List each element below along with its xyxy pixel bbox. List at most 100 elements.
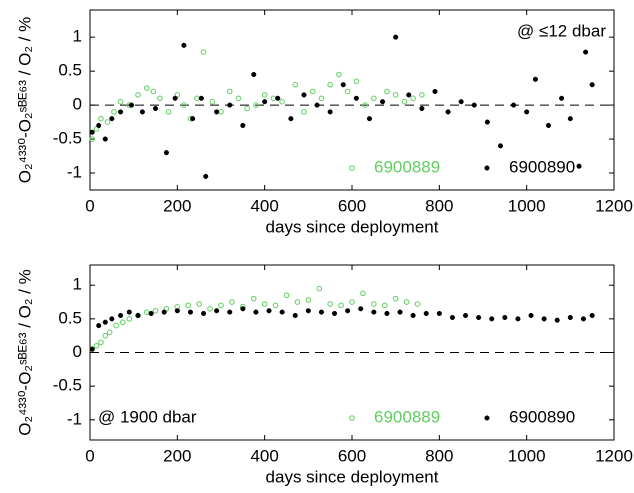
data-point <box>214 308 220 314</box>
y-tick-label: -1 <box>67 163 82 182</box>
data-point <box>181 102 187 108</box>
data-point <box>589 312 595 319</box>
data-point <box>511 102 517 108</box>
data-point <box>118 109 124 115</box>
data-point <box>203 173 209 179</box>
data-point <box>384 310 390 317</box>
data-point <box>279 309 285 315</box>
data-point <box>338 302 344 309</box>
data-point <box>198 95 204 101</box>
data-point <box>318 309 324 315</box>
data-point <box>253 102 259 108</box>
data-point <box>261 301 268 307</box>
data-point <box>360 290 366 297</box>
data-point <box>93 342 100 349</box>
data-point <box>196 301 202 307</box>
data-point <box>250 295 257 302</box>
legend-label: 6900889 <box>374 407 440 426</box>
y-axis-label: O₂⁴³³⁰-O₂ˢᴮᴱ⁶³ / O₂ / % <box>15 17 34 183</box>
y-tick-label: -0.5 <box>53 376 82 395</box>
data-point <box>567 116 573 122</box>
data-point <box>403 299 410 305</box>
data-point <box>106 329 113 336</box>
data-point <box>185 302 192 309</box>
data-point <box>462 312 469 319</box>
data-point <box>576 163 582 169</box>
data-point <box>143 85 150 91</box>
data-point <box>251 71 257 78</box>
data-point <box>200 310 207 317</box>
data-point <box>190 116 196 122</box>
data-point <box>283 292 290 299</box>
data-point <box>567 314 573 321</box>
data-point <box>349 299 355 305</box>
y-tick-label: 0.5 <box>58 61 82 80</box>
data-point <box>240 306 246 312</box>
data-point <box>152 105 159 112</box>
y-tick-label: 0 <box>73 342 82 361</box>
data-point <box>371 309 377 315</box>
data-point <box>410 95 416 102</box>
legend-marker <box>349 165 355 171</box>
data-point <box>327 81 333 88</box>
data-point <box>316 285 323 292</box>
data-point <box>331 310 338 317</box>
data-point <box>484 119 490 125</box>
data-point <box>336 71 342 78</box>
data-point <box>419 92 425 98</box>
data-point <box>301 109 307 115</box>
data-point <box>227 102 233 108</box>
data-point <box>309 88 316 95</box>
data-point <box>489 316 495 322</box>
data-point <box>109 116 115 122</box>
data-point <box>318 95 325 102</box>
data-point <box>117 98 124 105</box>
data-point <box>371 95 377 102</box>
data-point <box>261 92 268 98</box>
data-point <box>345 308 351 314</box>
data-point <box>305 308 311 314</box>
data-point <box>161 309 167 315</box>
data-point <box>244 105 250 112</box>
data-point <box>253 309 259 315</box>
data-point <box>524 109 530 115</box>
data-point <box>436 310 442 317</box>
y-axis-label: O₂⁴³³⁰-O₂ˢᴮᴱ⁶³ / O₂ / % <box>15 269 34 435</box>
data-point <box>327 109 333 115</box>
annotation: @ ≤12 dbar <box>517 21 606 40</box>
data-point <box>89 136 95 142</box>
data-point <box>406 92 412 98</box>
data-point <box>292 312 298 319</box>
data-point <box>119 319 126 326</box>
data-point <box>371 301 377 307</box>
x-tick-label: 800 <box>425 446 453 465</box>
data-point <box>528 312 534 319</box>
x-tick-label: 0 <box>85 446 94 465</box>
x-tick-label: 200 <box>163 196 191 215</box>
data-point <box>126 309 132 315</box>
x-tick-label: 400 <box>250 446 278 465</box>
data-point <box>344 88 351 95</box>
data-point <box>353 78 360 85</box>
y-tick-label: 0 <box>73 95 82 114</box>
data-point <box>381 302 388 309</box>
data-point <box>139 109 145 115</box>
data-point <box>458 99 464 105</box>
data-point <box>392 295 399 302</box>
data-point <box>471 102 477 108</box>
data-point <box>102 332 109 339</box>
data-point <box>497 143 504 149</box>
data-point <box>226 88 233 95</box>
data-point <box>559 95 565 101</box>
data-point <box>362 102 368 108</box>
x-tick-label: 1200 <box>595 196 633 215</box>
data-point <box>214 109 220 115</box>
data-point <box>266 308 272 314</box>
y-tick-label: -0.5 <box>53 129 82 148</box>
data-point <box>502 314 508 321</box>
data-point <box>292 81 299 88</box>
x-tick-label: 200 <box>163 446 191 465</box>
data-point <box>165 109 172 115</box>
data-point <box>432 88 438 95</box>
